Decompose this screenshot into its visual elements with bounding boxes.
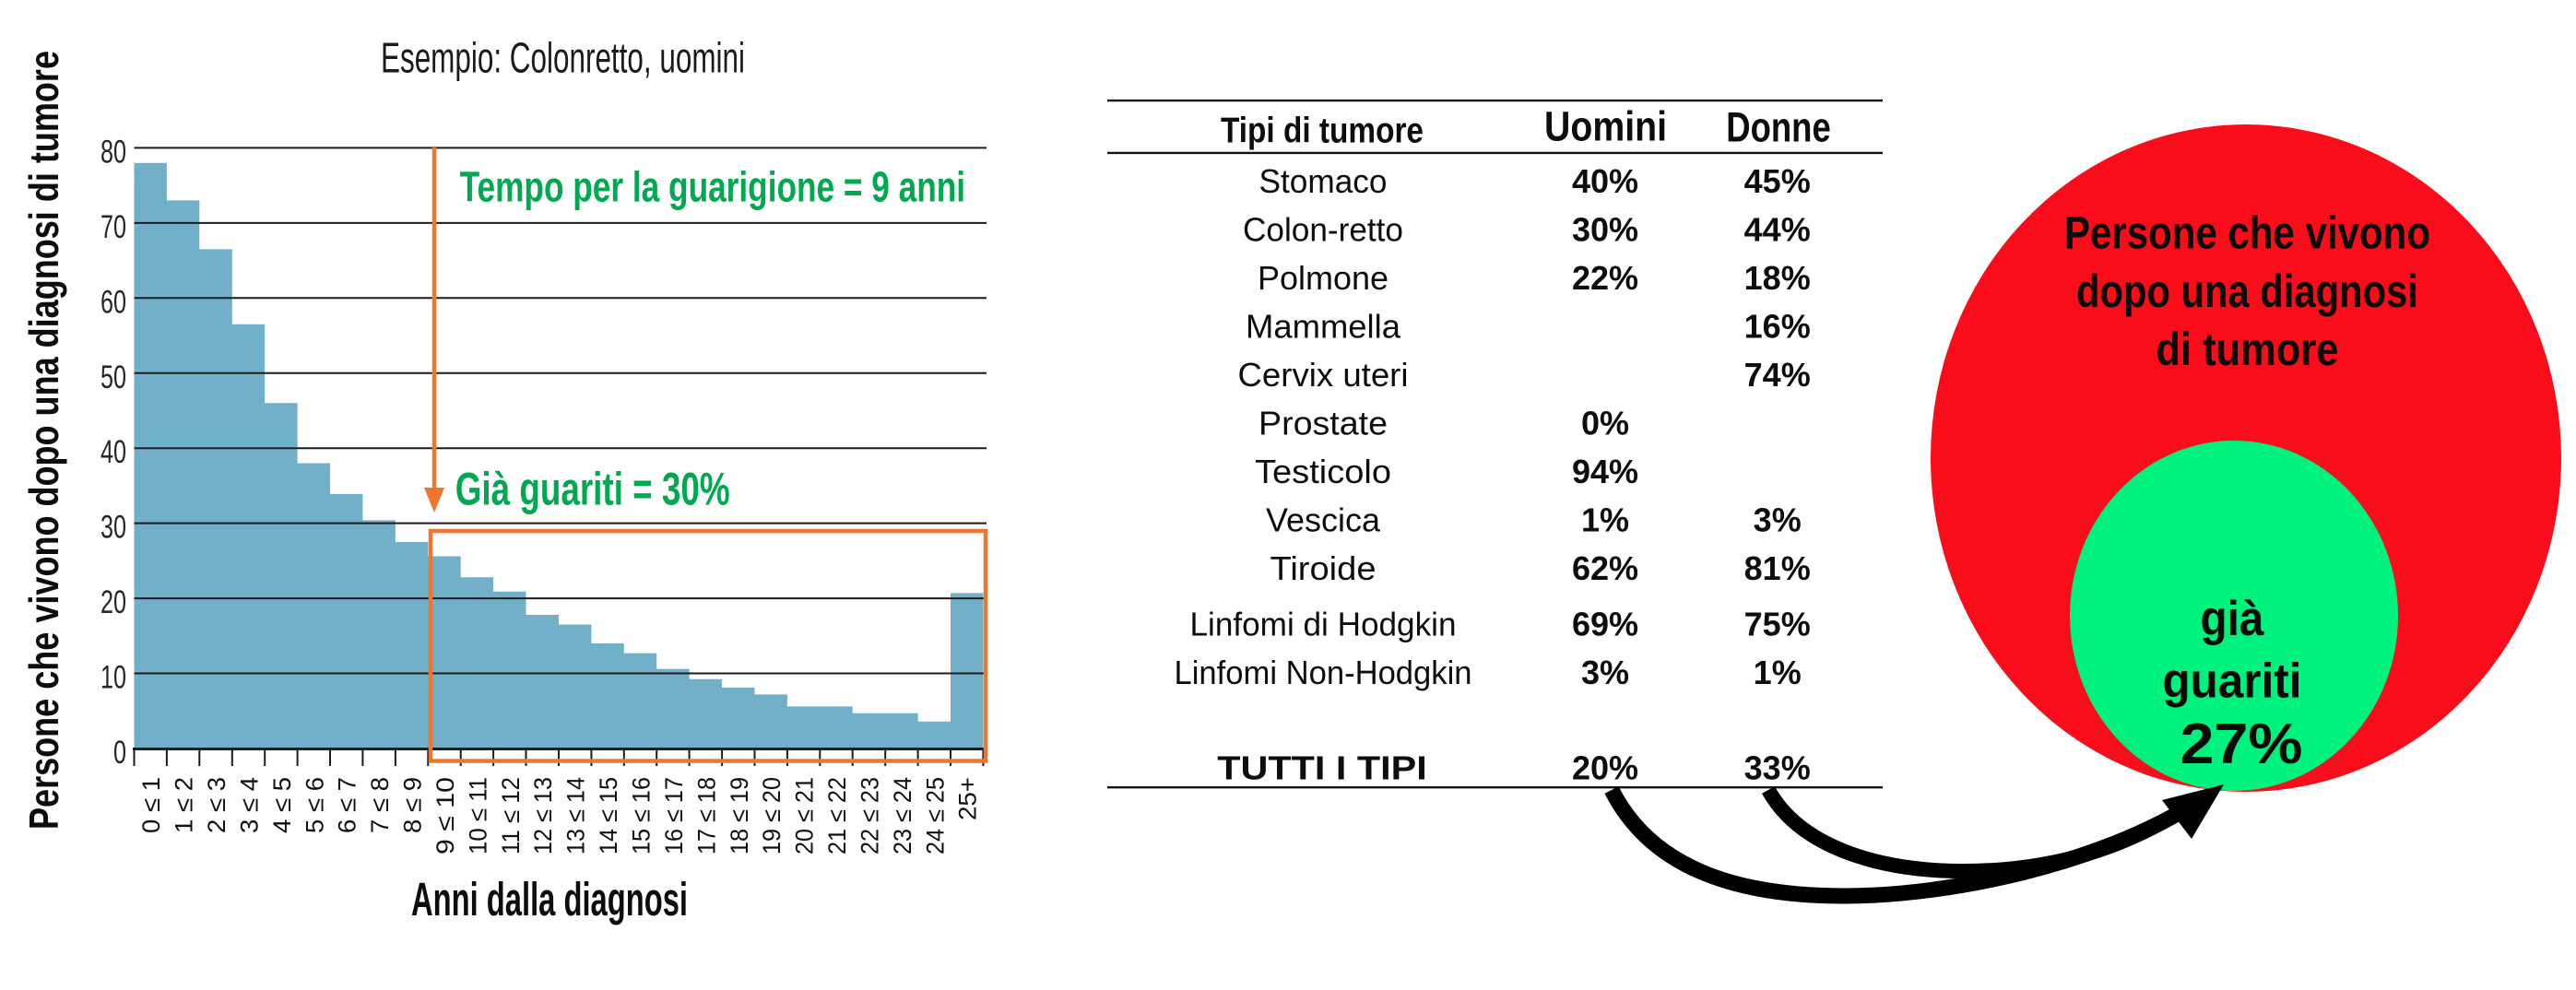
svg-text:50: 50 — [100, 359, 126, 395]
svg-text:Testicolo: Testicolo — [1255, 453, 1391, 490]
svg-text:17 ≤ 18: 17 ≤ 18 — [692, 777, 720, 854]
svg-text:75%: 75% — [1744, 606, 1811, 643]
svg-text:guariti: guariti — [2163, 654, 2302, 709]
svg-text:20 ≤ 21: 20 ≤ 21 — [791, 777, 819, 854]
svg-text:20: 20 — [100, 584, 126, 620]
svg-text:40%: 40% — [1572, 162, 1638, 200]
svg-text:21 ≤ 22: 21 ≤ 22 — [823, 777, 851, 854]
svg-text:9 ≤ 10: 9 ≤ 10 — [431, 777, 459, 854]
svg-text:3%: 3% — [1581, 654, 1629, 691]
svg-text:4 ≤ 5: 4 ≤ 5 — [268, 777, 296, 833]
svg-text:16%: 16% — [1744, 308, 1811, 346]
svg-text:Vescica: Vescica — [1266, 501, 1381, 539]
svg-text:Tiroide: Tiroide — [1270, 549, 1377, 587]
svg-text:74%: 74% — [1744, 356, 1811, 394]
svg-text:3%: 3% — [1754, 501, 1802, 539]
svg-text:23 ≤ 24: 23 ≤ 24 — [889, 777, 916, 854]
svg-text:dopo una diagnosi: dopo una diagnosi — [2076, 265, 2418, 317]
svg-text:44%: 44% — [1744, 211, 1811, 249]
svg-text:80: 80 — [100, 134, 126, 170]
svg-text:40: 40 — [100, 434, 126, 470]
svg-text:18%: 18% — [1744, 259, 1811, 297]
svg-text:0 ≤ 1: 0 ≤ 1 — [137, 777, 165, 833]
svg-text:5 ≤ 6: 5 ≤ 6 — [301, 777, 328, 833]
svg-text:già: già — [2201, 592, 2264, 646]
svg-text:Prostate: Prostate — [1258, 405, 1388, 442]
svg-text:Già guariti = 30%: Già guariti = 30% — [455, 463, 730, 514]
svg-text:12 ≤ 13: 12 ≤ 13 — [529, 777, 557, 854]
svg-text:Linfomi Non-Hodgkin: Linfomi Non-Hodgkin — [1175, 654, 1472, 691]
svg-text:19 ≤ 20: 19 ≤ 20 — [758, 777, 786, 854]
svg-text:TUTTI I TIPI: TUTTI I TIPI — [1217, 749, 1427, 787]
svg-text:3 ≤ 4: 3 ≤ 4 — [236, 777, 264, 833]
svg-text:94%: 94% — [1572, 453, 1638, 490]
svg-text:14 ≤ 15: 14 ≤ 15 — [595, 777, 622, 854]
svg-text:27%: 27% — [2180, 713, 2303, 776]
svg-text:24 ≤ 25: 24 ≤ 25 — [921, 777, 949, 854]
svg-text:16 ≤ 17: 16 ≤ 17 — [660, 777, 688, 854]
svg-text:Stomaco: Stomaco — [1259, 162, 1388, 200]
svg-text:6 ≤ 7: 6 ≤ 7 — [334, 777, 361, 833]
svg-text:di tumore: di tumore — [2157, 324, 2339, 375]
svg-text:Anni dalla diagnosi: Anni dalla diagnosi — [411, 873, 688, 925]
svg-text:Polmone: Polmone — [1258, 259, 1388, 297]
svg-text:1%: 1% — [1754, 654, 1802, 691]
svg-text:45%: 45% — [1744, 162, 1811, 200]
svg-text:8 ≤ 9: 8 ≤ 9 — [399, 777, 427, 833]
svg-text:0%: 0% — [1581, 405, 1629, 442]
svg-text:Tempo per la guarigione = 9 an: Tempo per la guarigione = 9 anni — [460, 162, 966, 210]
svg-text:Donne: Donne — [1726, 104, 1831, 151]
svg-text:Mammella: Mammella — [1246, 308, 1401, 346]
svg-text:60: 60 — [100, 284, 126, 320]
svg-text:1%: 1% — [1581, 501, 1629, 539]
svg-text:30%: 30% — [1572, 211, 1638, 249]
svg-text:33%: 33% — [1744, 749, 1811, 787]
svg-text:22 ≤ 23: 22 ≤ 23 — [857, 777, 884, 854]
svg-text:Cervix uteri: Cervix uteri — [1238, 356, 1409, 394]
svg-text:2 ≤ 3: 2 ≤ 3 — [203, 777, 230, 833]
svg-text:10 ≤ 11: 10 ≤ 11 — [464, 777, 491, 854]
svg-text:69%: 69% — [1572, 606, 1638, 643]
svg-text:Persone che vivono dopo una di: Persone che vivono dopo una diagnosi di … — [22, 51, 67, 830]
svg-text:18 ≤ 19: 18 ≤ 19 — [726, 777, 753, 854]
svg-text:15 ≤ 16: 15 ≤ 16 — [628, 777, 656, 854]
svg-text:0: 0 — [113, 735, 126, 771]
svg-text:11 ≤ 12: 11 ≤ 12 — [497, 777, 525, 854]
svg-text:22%: 22% — [1572, 259, 1638, 297]
svg-text:Tipi di tumore: Tipi di tumore — [1221, 112, 1424, 151]
svg-text:70: 70 — [100, 209, 126, 245]
svg-text:Colon-retto: Colon-retto — [1243, 211, 1403, 249]
svg-text:81%: 81% — [1744, 549, 1811, 587]
svg-text:30: 30 — [100, 510, 126, 546]
svg-text:1 ≤ 2: 1 ≤ 2 — [171, 777, 198, 833]
svg-text:25+: 25+ — [954, 777, 982, 820]
svg-text:20%: 20% — [1572, 749, 1638, 787]
svg-text:7 ≤ 8: 7 ≤ 8 — [366, 777, 394, 833]
svg-text:Linfomi di Hodgkin: Linfomi di Hodgkin — [1190, 606, 1457, 643]
svg-text:62%: 62% — [1572, 549, 1638, 587]
svg-text:13 ≤ 14: 13 ≤ 14 — [562, 777, 590, 854]
svg-text:Persone che vivono: Persone che vivono — [2064, 207, 2430, 259]
svg-text:Uomini: Uomini — [1544, 103, 1667, 150]
svg-text:Esempio: Colonretto, uomini: Esempio: Colonretto, uomini — [381, 34, 745, 82]
svg-text:10: 10 — [100, 660, 126, 696]
